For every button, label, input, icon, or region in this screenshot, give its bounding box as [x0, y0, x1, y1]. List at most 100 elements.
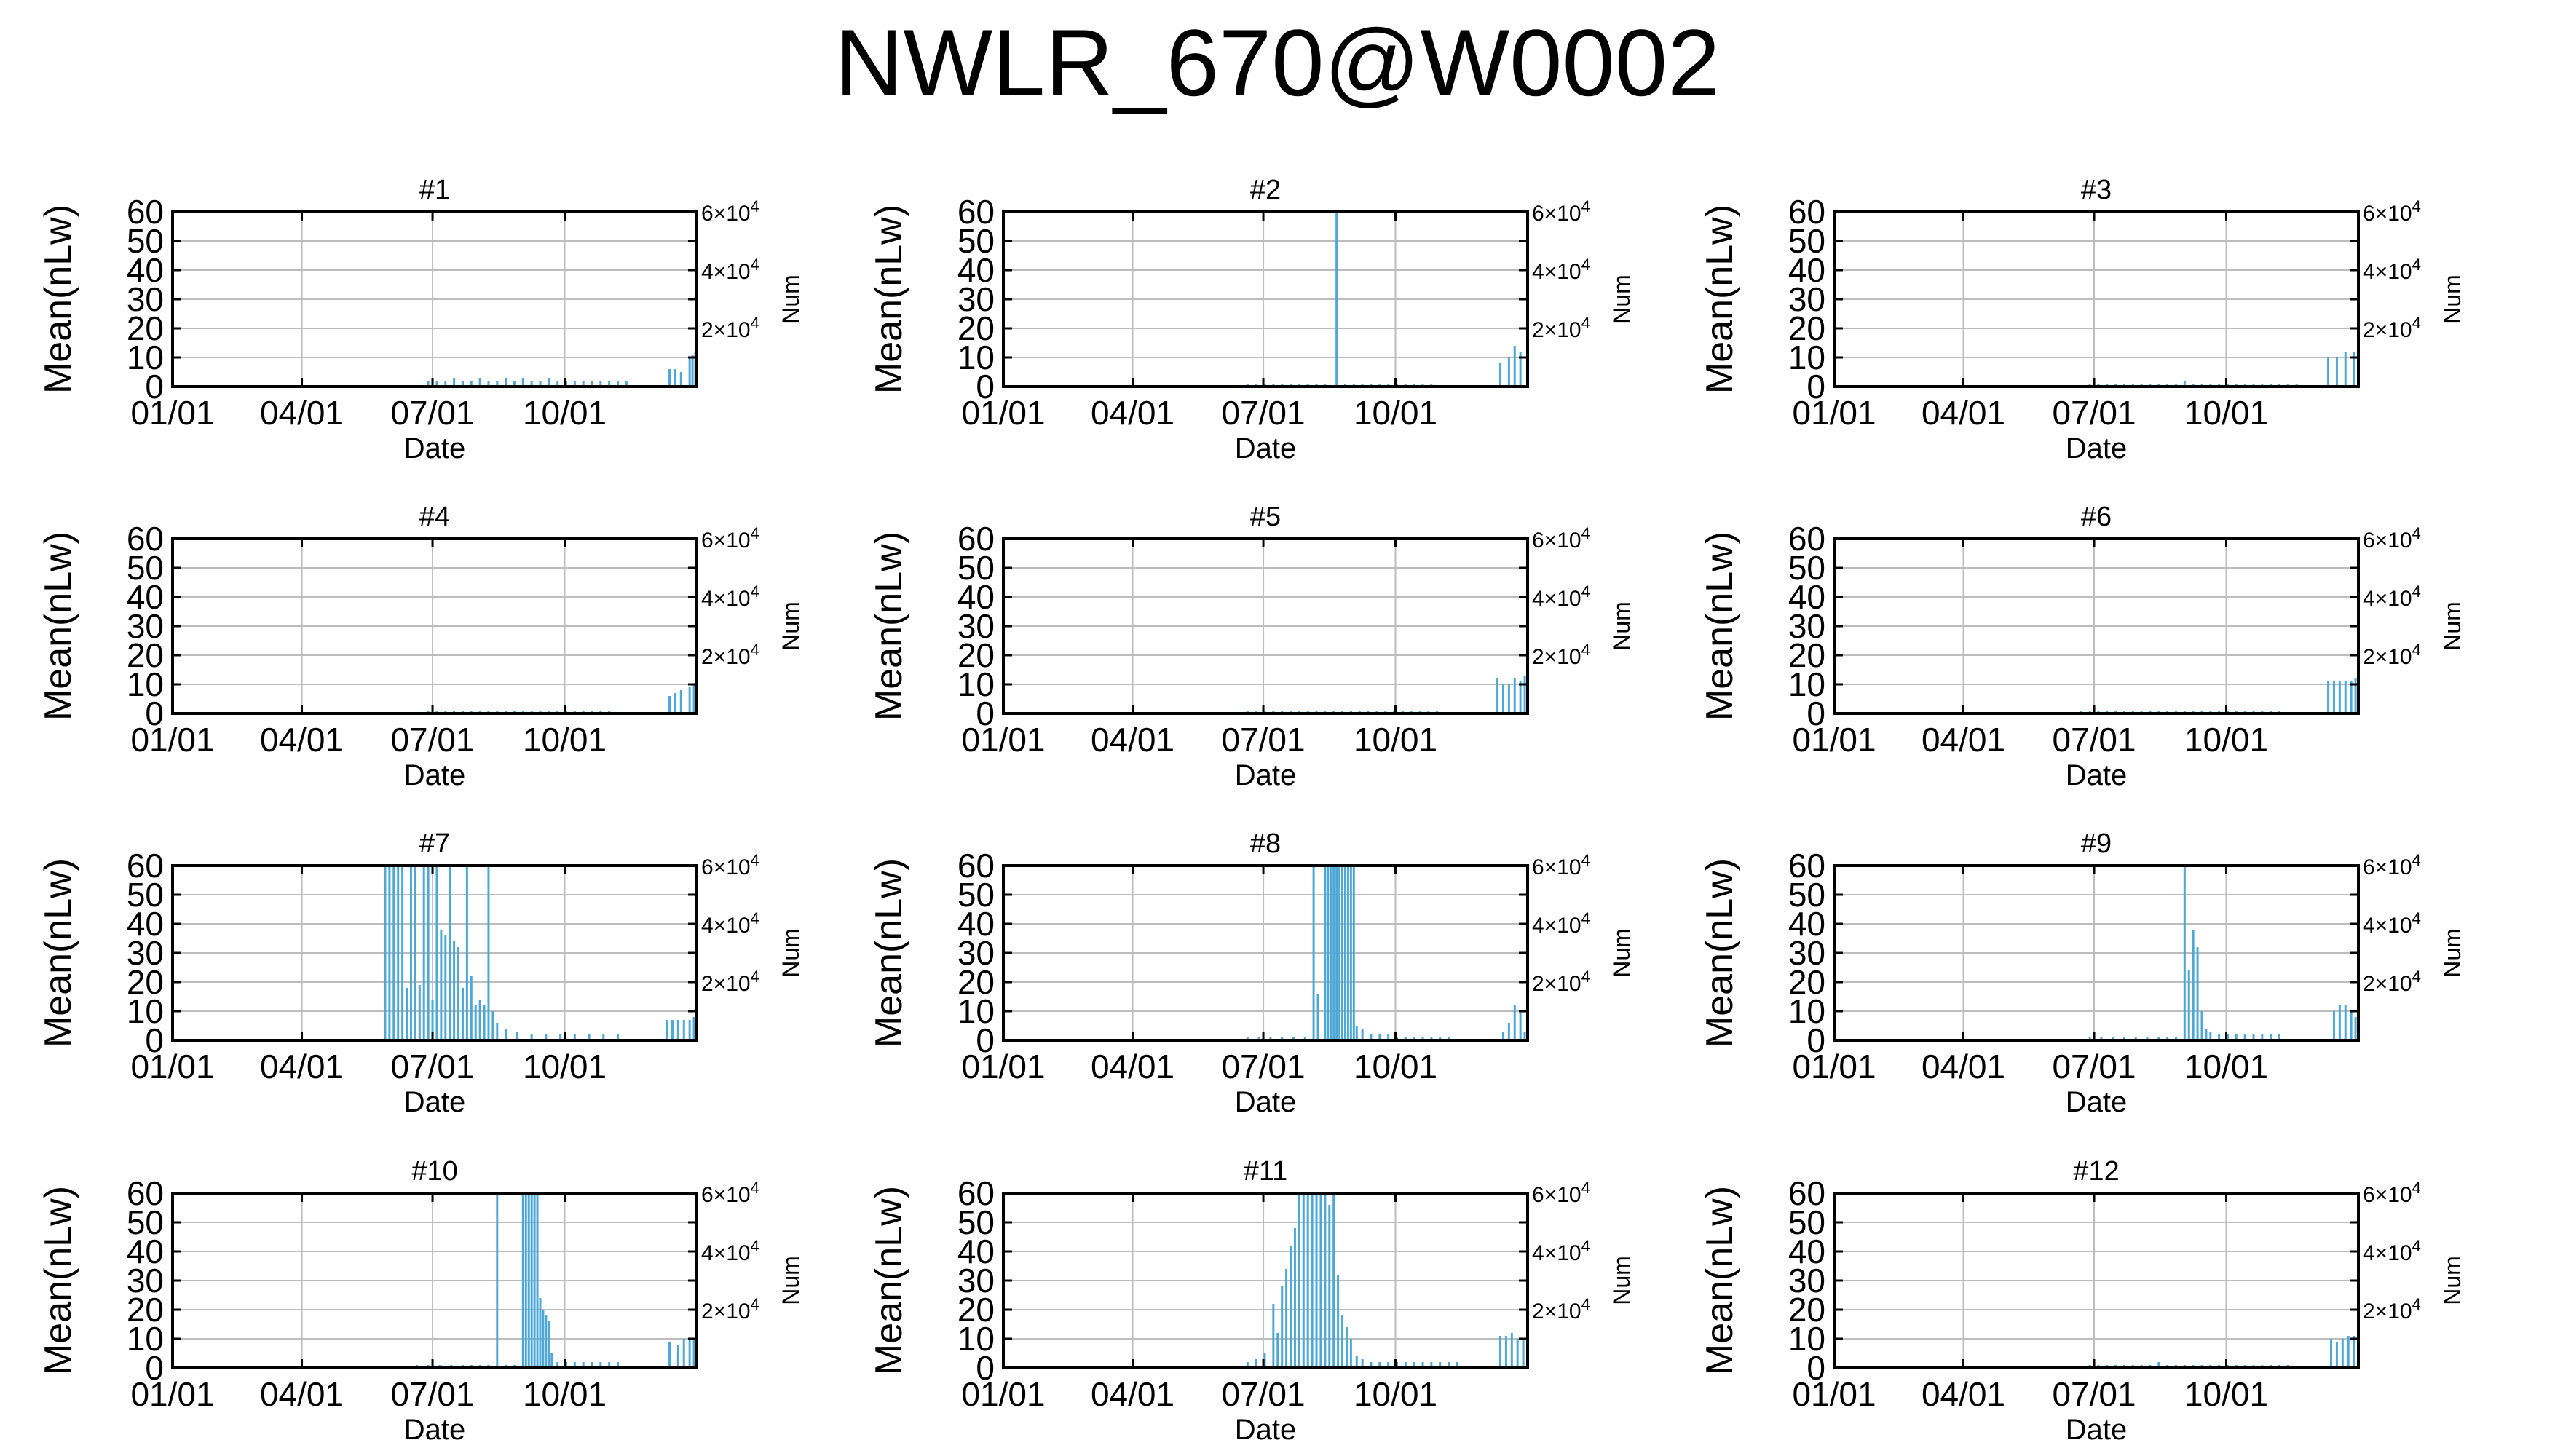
y-tick-label: 50	[127, 222, 164, 260]
y-tick-label: 60	[127, 520, 164, 558]
panel-title: #2	[1250, 175, 1281, 205]
x-axis-label: Date	[404, 1414, 466, 1446]
x-tick-label: 01/01	[961, 394, 1045, 432]
y2-tick-label: 6×104	[701, 524, 759, 553]
y2-tick-label: 4×104	[2363, 909, 2421, 938]
x-tick-label: 04/01	[1922, 394, 2005, 432]
panel-title: #6	[2081, 502, 2112, 532]
x-axis-label: Date	[1235, 759, 1297, 791]
y-axis-label: Mean(nLw)	[868, 1186, 910, 1375]
y2-axis-label: Num	[2439, 1256, 2465, 1305]
y-tick-label: 60	[1788, 1174, 1825, 1212]
y2-tick-label: 6×104	[1532, 851, 1590, 879]
y2-tick-label: 4×104	[1532, 1237, 1590, 1265]
x-tick-label: 07/01	[1221, 1375, 1305, 1413]
x-tick-label: 01/01	[961, 721, 1045, 759]
y-tick-label: 40	[1788, 1233, 1825, 1270]
x-axis-label: Date	[404, 759, 466, 791]
y-tick-label: 50	[127, 876, 164, 914]
panel-title: #9	[2081, 828, 2112, 859]
y-axis-label: Mean(nLw)	[1699, 205, 1741, 394]
y-tick-label: 50	[957, 549, 995, 587]
y2-tick-label: 6×104	[2363, 197, 2421, 226]
y-tick-label: 30	[1788, 607, 1825, 645]
x-tick-label: 10/01	[2184, 1375, 2268, 1413]
y-tick-label: 30	[127, 280, 164, 318]
y-tick-label: 20	[127, 309, 164, 347]
y-tick-label: 40	[1788, 578, 1825, 616]
y-tick-label: 30	[127, 934, 164, 972]
y2-tick-label: 2×104	[701, 641, 759, 669]
y-tick-label: 40	[957, 251, 995, 289]
x-tick-label: 10/01	[2184, 394, 2268, 432]
y-tick-label: 40	[1788, 905, 1825, 943]
y-tick-label: 50	[1788, 876, 1825, 914]
x-tick-label: 10/01	[523, 721, 607, 759]
x-tick-label: 04/01	[1091, 1375, 1174, 1413]
y-tick-label: 50	[957, 1203, 995, 1241]
y-tick-label: 20	[957, 963, 995, 1001]
y2-axis-label: Num	[778, 928, 804, 978]
y-tick-label: 10	[127, 665, 164, 703]
y2-tick-label: 4×104	[1532, 909, 1590, 938]
x-tick-label: 04/01	[1091, 721, 1174, 759]
y-tick-label: 0	[145, 695, 164, 732]
x-tick-label: 07/01	[2052, 394, 2136, 432]
y-tick-label: 10	[957, 665, 995, 703]
y2-tick-label: 4×104	[1532, 582, 1590, 611]
y2-tick-label: 2×104	[701, 1295, 759, 1324]
y2-axis-label: Num	[778, 274, 804, 324]
y2-tick-label: 2×104	[2363, 641, 2421, 669]
x-tick-label: 10/01	[1354, 394, 1437, 432]
x-tick-label: 04/01	[1091, 1048, 1174, 1085]
y-tick-label: 40	[957, 578, 995, 616]
x-axis-label: Date	[2066, 1086, 2128, 1118]
y2-tick-label: 2×104	[701, 968, 759, 996]
y-tick-label: 40	[957, 1233, 995, 1270]
y-tick-label: 10	[957, 1320, 995, 1358]
y2-tick-label: 6×104	[701, 197, 759, 226]
y2-tick-label: 2×104	[701, 314, 759, 342]
y-tick-label: 50	[957, 876, 995, 914]
x-axis-label: Date	[1235, 1086, 1297, 1118]
y-tick-label: 20	[127, 963, 164, 1001]
panel-title: #3	[2081, 175, 2112, 205]
x-axis-label: Date	[1235, 1414, 1297, 1446]
y-tick-label: 50	[1788, 1203, 1825, 1241]
x-tick-label: 01/01	[130, 1375, 214, 1413]
x-tick-label: 04/01	[260, 394, 344, 432]
y2-tick-label: 2×104	[2363, 968, 2421, 996]
x-tick-label: 04/01	[1922, 1048, 2005, 1085]
y2-tick-label: 6×104	[1532, 1179, 1590, 1207]
y-axis-label: Mean(nLw)	[37, 1186, 79, 1375]
y2-tick-label: 6×104	[701, 1179, 759, 1207]
panel-title: #11	[1244, 1156, 1288, 1187]
y-tick-label: 0	[976, 695, 995, 732]
panel-title: #1	[419, 175, 450, 205]
y-tick-label: 30	[957, 607, 995, 645]
y-tick-label: 50	[127, 549, 164, 587]
y-tick-label: 0	[1806, 695, 1825, 732]
y2-tick-label: 6×104	[2363, 851, 2421, 879]
y-tick-label: 10	[1788, 1320, 1825, 1358]
x-tick-label: 01/01	[961, 1048, 1045, 1085]
y2-tick-label: 4×104	[701, 582, 759, 611]
y2-tick-label: 6×104	[1532, 197, 1590, 226]
y-tick-label: 40	[1788, 251, 1825, 289]
y-tick-label: 40	[127, 1233, 164, 1270]
y2-tick-label: 4×104	[2363, 1237, 2421, 1265]
x-tick-label: 07/01	[1221, 1048, 1305, 1085]
x-tick-label: 04/01	[1922, 721, 2005, 759]
y2-axis-label: Num	[1608, 1256, 1635, 1305]
y2-tick-label: 6×104	[701, 851, 759, 879]
y-tick-label: 10	[957, 992, 995, 1030]
x-tick-label: 10/01	[523, 394, 607, 432]
y-tick-label: 60	[1788, 847, 1825, 885]
x-tick-label: 07/01	[390, 1375, 474, 1413]
x-tick-label: 10/01	[1354, 1375, 1437, 1413]
